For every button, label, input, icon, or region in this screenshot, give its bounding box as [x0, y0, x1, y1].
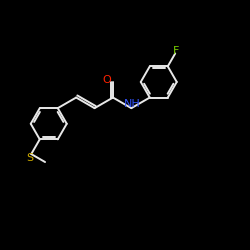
Text: O: O [102, 74, 111, 85]
Text: S: S [26, 153, 34, 163]
Text: F: F [173, 46, 180, 56]
Text: NH: NH [124, 99, 141, 109]
